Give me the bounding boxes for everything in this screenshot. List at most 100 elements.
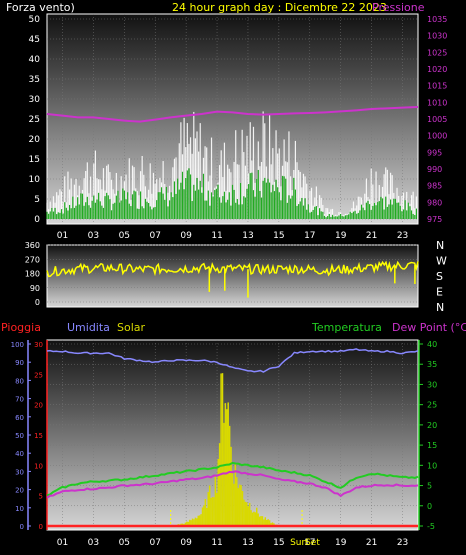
wind-axis-label: Forza vento) [6,1,75,14]
rain-tick-label: 5 [39,493,43,501]
dewpoint-legend: Dew Point (°C) [392,321,466,334]
pressure-tick-label: 1030 [427,32,447,41]
pressure-tick-label: 995 [427,148,442,157]
wind-direction-axis: 0 90 180 270 360 [25,241,40,307]
x-tick-label: 09 [180,231,192,241]
pressure-tick-label: 980 [427,198,442,207]
temperature-tick-label: 0 [427,502,432,511]
wind-tick-label: 5 [34,195,40,205]
temp-grid [47,340,418,527]
humidity-series-line [46,348,419,373]
temperature-axis: -5 0 5 10 15 20 25 30 35 40 [419,340,437,531]
x-tick-label: 11 [211,231,222,241]
x-tick-label: 19 [335,538,347,548]
humidity-tick-label: 40 [15,450,24,458]
humidity-tick-label: 10 [15,505,24,513]
x-tick-label: 11 [211,538,222,548]
wind-panel-x-axis: 01 03 05 07 09 11 13 15 17 19 21 23 [57,231,409,241]
x-tick-label: 15 [273,231,284,241]
temperature-tick-label: -5 [427,522,435,531]
rain-legend: Pioggia [1,321,41,334]
compass-label: E [436,286,443,299]
pressure-tick-label: 1020 [427,65,447,74]
temperature-tick-label: 20 [427,421,437,430]
pressure-tick-label: 1025 [427,48,447,57]
temperature-tick-label: 25 [427,401,437,410]
x-tick-label: 15 [273,538,284,548]
temp-panel-x-axis: 01 03 05 07 09 11 13 15 17 19 21 23 [57,538,409,548]
wind-tick-label: 30 [29,95,41,105]
x-tick-label: 23 [397,231,408,241]
rain-tick-label: 30 [34,341,43,349]
wind-direction-panel [46,244,419,308]
wind-direction-spikes [208,264,416,298]
sunset-label: Set [305,538,320,548]
pressure-tick-label: 975 [427,215,442,224]
x-tick-label: 01 [57,538,68,548]
wind-tick-label: 45 [29,35,40,45]
humidity-tick-label: 90 [15,359,24,367]
x-tick-label: 03 [88,538,99,548]
wind-tick-label: 35 [29,75,40,85]
humidity-tick-label: 70 [15,396,24,404]
dewpoint-series-line [46,470,419,499]
humidity-tick-label: 100 [11,341,24,349]
wind-average-bars [46,168,417,219]
wind-direction-series-line [46,260,419,278]
humidity-tick-label: 60 [15,414,24,422]
sunrise-label: Sun [290,538,307,548]
x-tick-label: 19 [335,231,347,241]
x-tick-label: 03 [88,231,99,241]
direction-tick-label: 180 [25,270,40,279]
x-tick-label: 21 [366,538,377,548]
direction-tick-label: 90 [30,284,40,293]
humidity-tick-label: 20 [15,487,24,495]
x-tick-label: 21 [366,231,377,241]
x-tick-label: 05 [119,538,130,548]
wind-direction-grid [47,244,418,303]
direction-tick-label: 0 [35,298,40,307]
direction-tick-label: 270 [25,255,40,264]
rain-tick-label: 20 [34,402,43,410]
wind-tick-label: 40 [29,55,41,65]
x-tick-label: 01 [57,231,68,241]
humidity-tick-label: 50 [15,432,24,440]
temperature-tick-label: 40 [427,340,437,349]
pressure-tick-label: 1000 [427,132,447,141]
rain-tick-label: 25 [34,371,43,379]
x-tick-label: 17 [304,538,315,548]
pressure-tick-label: 1015 [427,82,447,91]
pressure-series-line [46,106,419,123]
direction-tick-label: 360 [25,241,40,250]
wind-tick-label: 25 [29,115,40,125]
pressure-tick-label: 1035 [427,15,447,24]
x-tick-label: 07 [149,538,160,548]
temperature-tick-label: 10 [427,461,437,470]
humidity-tick-label: 0 [20,523,24,531]
rain-tick-label: 15 [34,432,43,440]
x-tick-label: 09 [180,538,192,548]
solar-series [173,373,278,526]
humidity-axis: 0 10 20 30 40 50 60 70 80 90 100 [11,341,31,531]
pressure-tick-label: 985 [427,182,442,191]
temperature-series-line [46,461,419,497]
pressure-tick-label: 1005 [427,115,447,124]
temperature-tick-label: 15 [427,441,437,450]
compass-label: W [436,255,447,268]
temperature-tick-label: 30 [427,380,437,389]
humidity-tick-label: 80 [15,377,24,385]
graph-title: 24 hour graph day : Dicembre 22 2023 [172,1,387,14]
rain-tick-label: 0 [39,523,43,531]
compass-label: S [436,270,443,283]
wind-tick-label: 10 [29,175,41,185]
pressure-tick-label: 1010 [427,98,447,107]
pressure-axis: 975 980 985 990 995 1000 1005 1010 1015 1020 1025 1… [427,15,447,224]
x-tick-label: 05 [119,231,130,241]
x-tick-label: 13 [242,538,253,548]
pressure-axis-label: Pressione [372,1,425,14]
humidity-tick-label: 30 [15,468,24,476]
x-tick-label: 23 [397,538,408,548]
temperature-tick-label: 5 [427,482,432,491]
